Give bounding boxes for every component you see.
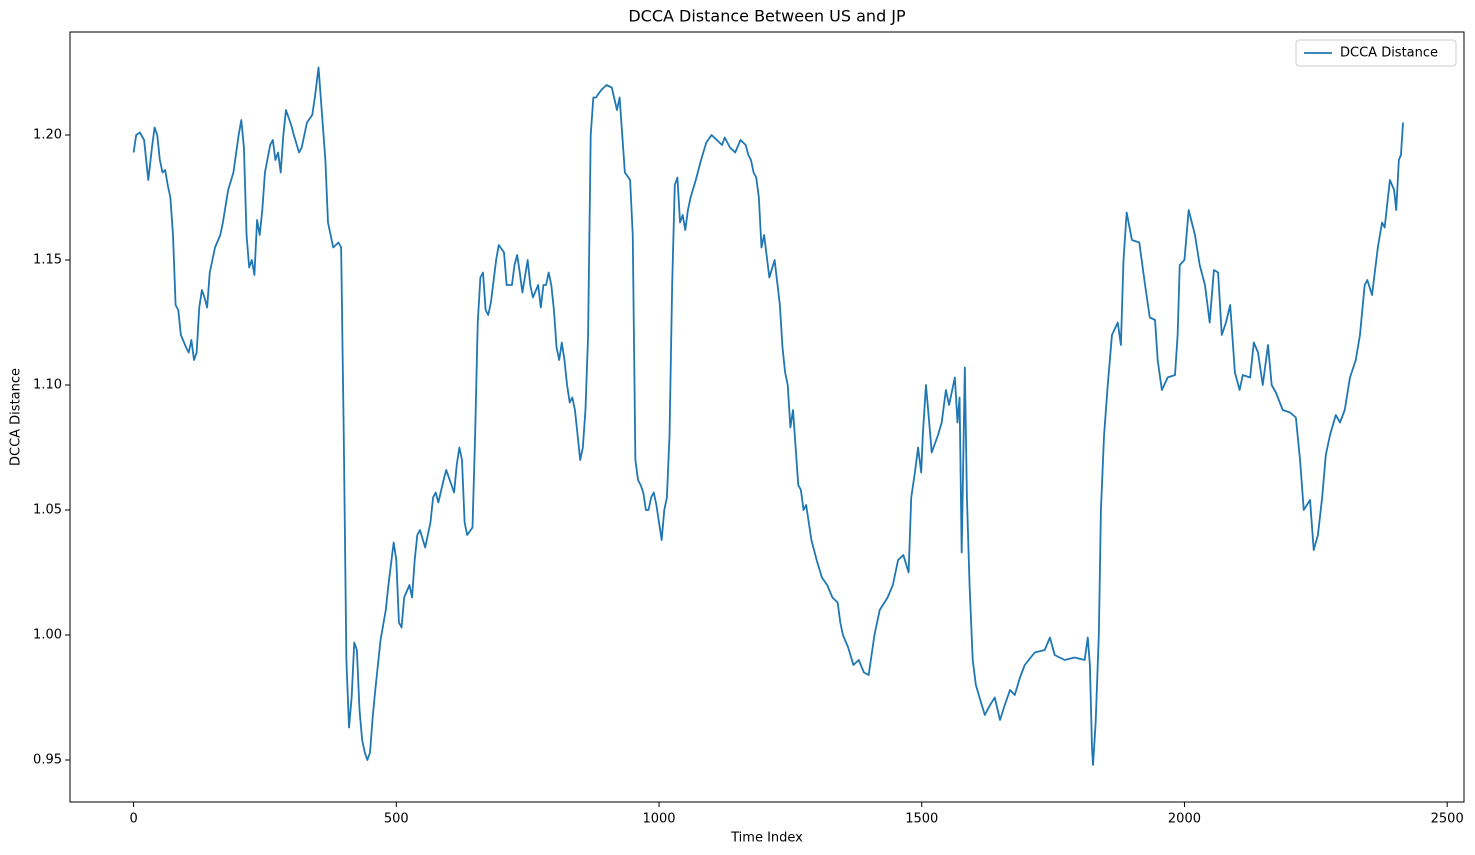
x-tick-label: 0	[129, 812, 137, 827]
y-tick-label: 1.15	[33, 253, 62, 268]
y-tick-label: 1.00	[33, 628, 62, 643]
x-tick-label: 500	[384, 812, 409, 827]
legend-box	[1295, 39, 1457, 67]
plot-area: 0 500 1000 1500 2000 2500 0.95 1.00 1.05 1.10 1.15…	[33, 66, 1464, 827]
chart-title: DCCA Distance Between US and JP	[628, 7, 906, 26]
legend: DCCA Distance	[1295, 39, 1457, 67]
x-tick-label: 1000	[642, 812, 675, 827]
x-axis-label: Time Index	[730, 831, 803, 846]
y-tick-label: 0.95	[33, 753, 62, 768]
y-tick-label: 1.05	[33, 503, 62, 518]
y-tick-label: 1.10	[33, 378, 62, 393]
x-tick-label: 1500	[905, 812, 938, 827]
axes-frame	[69, 31, 1465, 803]
data-line	[132, 66, 1404, 766]
y-axis-label: DCCA Distance	[9, 368, 24, 466]
y-tick-label: 1.20	[33, 128, 62, 143]
x-tick-label: 2000	[1168, 812, 1201, 827]
x-tick-label: 2500	[1431, 812, 1464, 827]
legend-label: DCCA Distance	[1340, 46, 1438, 61]
